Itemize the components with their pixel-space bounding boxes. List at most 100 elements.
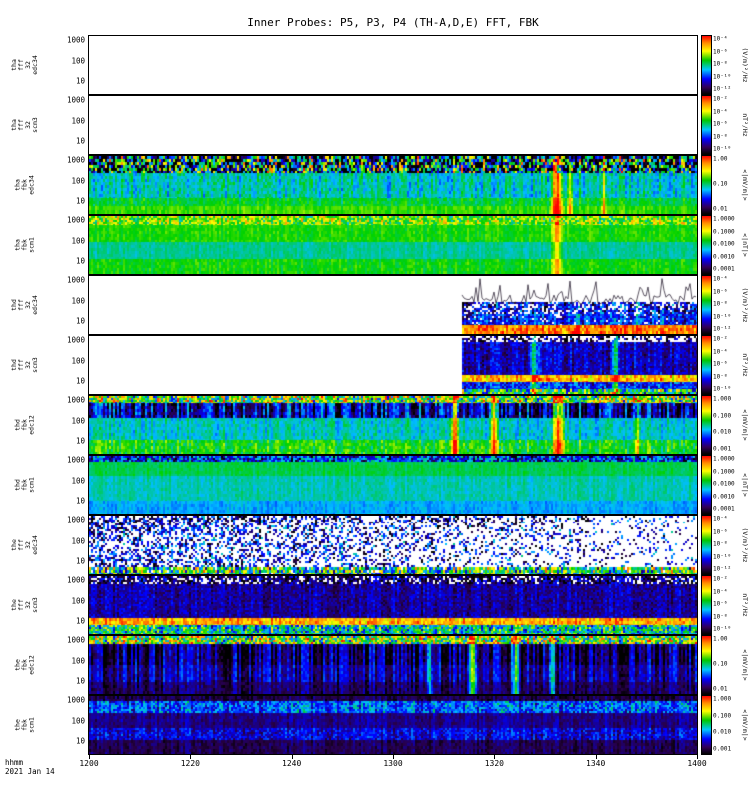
y-tick-label: 10 (75, 616, 85, 626)
colorbar-tick-label: 10⁻¹⁰ (713, 73, 732, 80)
colorbar-unit-cell: (V/m)²/Hz (740, 35, 750, 95)
colorbar-ticks: 10⁻⁴ 10⁻⁶ 10⁻⁸ 10⁻¹⁰ 10⁻¹² (712, 275, 740, 335)
panel-ylabel: tha fff 32 scm3 (10, 117, 40, 133)
colorbar (701, 335, 712, 395)
colorbar-tick-label: 10⁻⁸ (713, 373, 728, 380)
y-tick-label: 1000 (66, 335, 85, 345)
spectrogram-panels: tha fff 32 edc34 1000 100 10 10⁻⁴ 10⁻⁶ 10⁻⁸ 10⁻… (0, 35, 750, 755)
colorbar-ticks: 1.000 0.100 0.010 0.001 (712, 395, 740, 455)
panel-row: thd fbk scm1 1000 100 10 1.0000 0.1000 0.0100 0… (0, 455, 750, 515)
colorbar-tick-label: 0.01 (713, 205, 728, 213)
y-tick-label: 10 (75, 196, 85, 206)
colorbar-unit-cell: <|mV/m|> (740, 635, 750, 695)
spectrogram-plot (88, 335, 698, 395)
colorbar-tick-label: 10⁻⁸ (713, 60, 728, 68)
colorbar-tick-label: 0.10 (713, 180, 728, 188)
colorbar-unit-cell: (V/m)²/Hz (740, 275, 750, 335)
panel-row: the fff 32 scm3 1000 100 10 10⁻² 10⁻⁴ 10⁻⁶ 10⁻⁸… (0, 575, 750, 635)
panel-ylabel-cell: the fbk scm1 (0, 695, 46, 755)
spectrogram-canvas-thd-fbk-edc12 (89, 396, 697, 454)
colorbar (701, 275, 712, 335)
y-tick-label: 100 (71, 176, 85, 186)
x-tick-label: 1300 (383, 759, 403, 768)
panel-ylabel-cell: tha fff 32 scm3 (0, 95, 46, 155)
colorbar-unit-cell: (V/m)²/Hz (740, 515, 750, 575)
colorbar-tick-label: 10⁻¹⁰ (713, 313, 732, 320)
colorbar-unit-cell: <|nT|> (740, 455, 750, 515)
colorbar-tick-label: 10⁻⁴ (713, 348, 728, 355)
y-tick-label: 1000 (66, 275, 85, 285)
panel-ylabel-cell: thd fff 32 scm3 (0, 335, 46, 395)
colorbar-tick-label: 0.1000 (713, 468, 735, 475)
panel-yaxis: 1000 100 10 (46, 95, 88, 155)
y-tick-label: 10 (75, 736, 85, 746)
x-tick-mark (595, 755, 597, 759)
panel-ylabel-cell: tha fbk edc34 (0, 155, 46, 215)
panel-yaxis: 1000 100 10 (46, 35, 88, 95)
colorbar-tick-label: 0.0001 (713, 265, 735, 273)
colorbar-tick-label: 10⁻⁶ (713, 120, 728, 128)
colorbar-unit-cell: <|mV/m|> (740, 395, 750, 455)
spectrogram-canvas-tha-fff-32-scm3 (89, 96, 697, 154)
colorbar-ticks: 1.000 0.100 0.010 0.001 (712, 695, 740, 755)
colorbar-tick-label: 10⁻⁴ (713, 275, 728, 283)
colorbar-unit-cell: <|mV/m|> (740, 155, 750, 215)
panel-ylabel: the fff 32 edc34 (10, 535, 40, 555)
y-tick-label: 1000 (66, 35, 85, 45)
x-tick-label: 1220 (180, 759, 200, 768)
y-tick-label: 1000 (66, 695, 85, 705)
colorbar-tick-label: 10⁻⁸ (713, 133, 728, 140)
colorbar-unit-label: nT²/Hz (741, 113, 749, 137)
colorbar (701, 155, 712, 215)
spectrogram-plot (88, 35, 698, 95)
spectrogram-plot (88, 215, 698, 275)
y-tick-label: 1000 (66, 515, 85, 525)
colorbar-ticks: 10⁻² 10⁻⁴ 10⁻⁶ 10⁻⁸ 10⁻¹⁰ (712, 575, 740, 635)
y-tick-label: 1000 (66, 635, 85, 645)
panel-row: tha fbk scm1 1000 100 10 1.0000 0.1000 0.0100 0… (0, 215, 750, 275)
colorbar-tick-label: 1.0000 (713, 455, 735, 463)
panel-row: thd fff 32 edc34 1000 100 10 10⁻⁴ 10⁻⁶ 10⁻⁸ 10⁻… (0, 275, 750, 335)
y-tick-label: 100 (71, 536, 85, 546)
colorbar-tick-label: 10⁻⁶ (713, 600, 728, 608)
colorbar-tick-label: 10⁻² (713, 335, 728, 343)
colorbar-ticks: 10⁻² 10⁻⁴ 10⁻⁶ 10⁻⁸ 10⁻¹⁰ (712, 95, 740, 155)
colorbar-ticks: 1.00 0.10 0.01 (712, 155, 740, 215)
x-tick-label: 1240 (282, 759, 302, 768)
colorbar-tick-label: 10⁻¹⁰ (713, 385, 732, 393)
y-tick-label: 10 (75, 256, 85, 266)
colorbar-unit-label: <|mV/m|> (741, 409, 749, 441)
panel-row: tha fbk edc34 1000 100 10 1.00 0.10 0.01 <|mV/m… (0, 155, 750, 215)
colorbar-tick-label: 1.000 (713, 695, 732, 703)
colorbar-tick-label: 0.10 (713, 660, 728, 668)
colorbar-ticks: 10⁻⁴ 10⁻⁶ 10⁻⁸ 10⁻¹⁰ 10⁻¹² (712, 515, 740, 575)
colorbar-unit-label: nT²/Hz (741, 593, 749, 617)
colorbar (701, 35, 712, 95)
colorbar-tick-label: 10⁻¹⁰ (713, 625, 732, 633)
colorbar-tick-label: 0.010 (713, 728, 732, 736)
colorbar-tick-label: 0.0100 (713, 480, 735, 488)
colorbar-tick-label: 0.001 (713, 445, 732, 453)
y-tick-label: 100 (71, 476, 85, 486)
y-tick-label: 10 (75, 316, 85, 326)
footer: hhmm 2021 Jan 14 (5, 758, 55, 776)
panel-yaxis: 1000 100 10 (46, 155, 88, 215)
y-tick-label: 100 (71, 116, 85, 126)
panel-ylabel: thd fff 32 scm3 (10, 357, 40, 373)
x-axis: 1200 1220 1240 1300 1320 1340 1400 (0, 755, 750, 775)
panel-yaxis: 1000 100 10 (46, 635, 88, 695)
colorbar-unit-cell: <|nT|> (740, 215, 750, 275)
y-tick-label: 10 (75, 556, 85, 566)
colorbar-unit-cell: nT²/Hz (740, 575, 750, 635)
spectrogram-canvas-the-fff-32-scm3 (89, 576, 697, 634)
x-tick-mark (291, 755, 293, 759)
x-tick-mark (89, 755, 90, 759)
colorbar-tick-label: 10⁻⁸ (713, 613, 728, 620)
panel-ylabel: the fbk scm1 (13, 717, 36, 733)
colorbar-tick-label: 1.0000 (713, 215, 735, 223)
colorbar-unit-cell: nT²/Hz (740, 335, 750, 395)
panel-ylabel-cell: the fff 32 edc34 (0, 515, 46, 575)
y-tick-label: 100 (71, 56, 85, 66)
spectrogram-canvas-thd-fff-32-scm3 (89, 336, 697, 394)
colorbar-ticks: 1.0000 0.1000 0.0100 0.0010 0.0001 (712, 455, 740, 515)
